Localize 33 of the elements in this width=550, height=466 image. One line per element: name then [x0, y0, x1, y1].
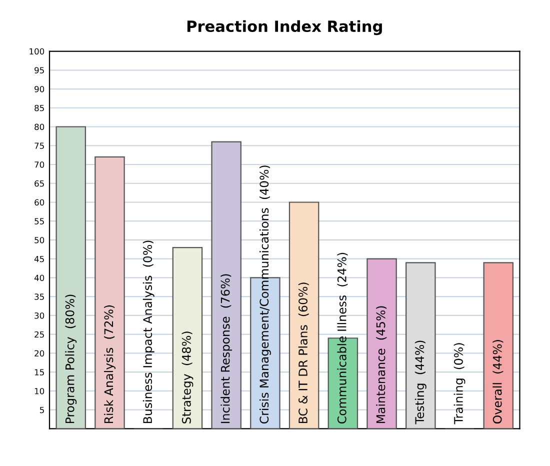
- y-tick-label: 20: [34, 350, 44, 357]
- x-tick-label: Training (0%): [454, 343, 466, 424]
- y-tick-label: 85: [34, 104, 44, 112]
- x-tick-label: BC & IT DR Plans (60%): [298, 282, 309, 424]
- y-tick-label: 65: [34, 180, 44, 187]
- y-tick-label: 25: [34, 331, 44, 338]
- y-tick-label: 30: [34, 312, 44, 319]
- y-tick-label: 5: [40, 406, 44, 414]
- x-tick-label: Testing (44%): [414, 340, 426, 424]
- x-tick-label: Risk Analysis (72%): [104, 305, 116, 424]
- x-tick-label: Strategy (48%): [182, 332, 194, 424]
- x-tick-label: Maintenance (45%): [376, 306, 387, 424]
- y-tick-label: 45: [34, 256, 44, 262]
- y-tick-label: 100: [30, 48, 44, 55]
- y-tick-label: 35: [34, 294, 44, 300]
- y-tick-label: 15: [34, 369, 44, 376]
- y-tick-label: 10: [34, 388, 44, 394]
- y-tick-label: 70: [34, 161, 44, 168]
- y-tick-label: 60: [34, 199, 44, 206]
- y-tick-label: 95: [34, 67, 44, 74]
- chart-title: Preaction Index Rating: [187, 20, 382, 36]
- x-tick-label: Business Impact Analysis (0%): [142, 240, 154, 424]
- y-tick-label: 55: [34, 218, 44, 224]
- y-tick-label: 90: [34, 86, 44, 92]
- x-tick-label: Overall (44%): [492, 340, 504, 424]
- y-tick-label: 50: [34, 236, 44, 244]
- x-tick-label: Incident Response (76%): [220, 274, 232, 424]
- y-tick-label: 40: [34, 274, 44, 282]
- x-tick-label: Program Policy (80%): [65, 294, 77, 424]
- x-tick-label: Communicable Illness (24%): [337, 252, 348, 424]
- y-tick-label: 80: [34, 124, 44, 130]
- y-tick-label: 75: [34, 142, 44, 149]
- x-tick-label: Crisis Management/Communications (40%): [259, 166, 271, 424]
